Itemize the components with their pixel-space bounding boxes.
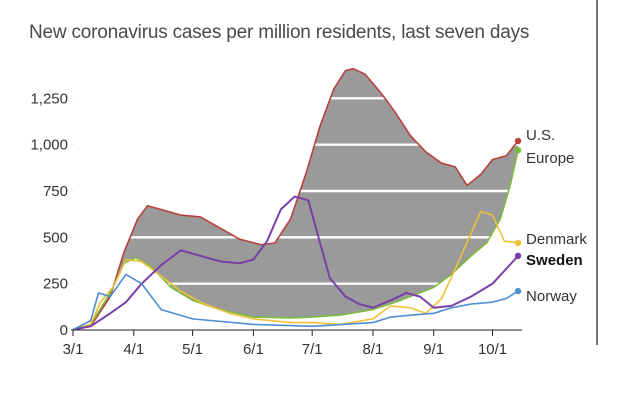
series-label: Denmark	[526, 231, 587, 248]
y-tick-label: 1,250	[30, 90, 68, 107]
x-tick-label: 3/1	[63, 341, 84, 358]
series-label: Norway	[526, 288, 577, 305]
series-line	[72, 273, 519, 331]
shaded-area	[73, 68, 519, 330]
y-tick-label: 750	[43, 183, 68, 200]
series-end-dot	[514, 239, 522, 247]
x-tick-label: 6/1	[243, 341, 264, 358]
y-tick-label: 0	[60, 322, 68, 339]
series-label: Europe	[526, 150, 574, 167]
series-end-dot	[514, 287, 522, 295]
x-tick-label: 9/1	[423, 341, 444, 358]
x-tick-label: 7/1	[302, 341, 323, 358]
y-tick-label: 500	[43, 229, 68, 246]
series-line	[72, 210, 519, 331]
x-tick-label: 5/1	[182, 341, 203, 358]
axes: 0 250 500 750 1,000 1,250 3/1 4/1 5/1 6/1 7/1 8/1 9/…	[30, 90, 522, 358]
y-tick-label: 250	[43, 276, 68, 293]
series-label: Sweden	[526, 252, 583, 269]
x-tick-label: 10/1	[478, 341, 507, 358]
series-lines	[72, 67, 522, 331]
series-end-dot	[514, 252, 522, 260]
series-label: U.S.	[526, 127, 555, 144]
series-end-dot	[514, 147, 522, 154]
series-labels: U.S. Europe Denmark Sweden Norway	[526, 127, 587, 305]
x-tick-label: 8/1	[363, 341, 384, 358]
shaded-gap	[73, 68, 520, 330]
x-tick-label: 4/1	[123, 341, 144, 358]
series-line	[72, 67, 519, 331]
y-tick-label: 1,000	[30, 137, 68, 154]
frame-border	[596, 0, 598, 345]
series-end-dot	[514, 137, 522, 145]
series-line	[72, 195, 519, 331]
chart-title: New coronavirus cases per million reside…	[29, 22, 530, 43]
